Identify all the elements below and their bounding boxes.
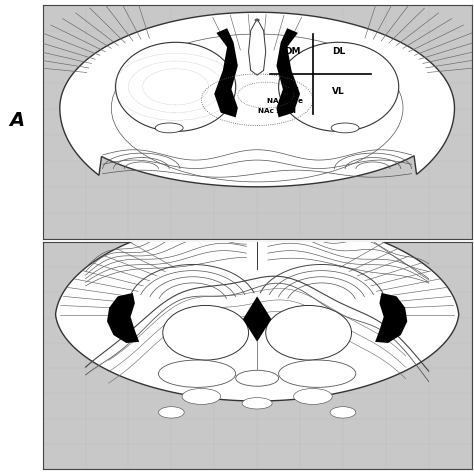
Text: DM: DM [284,47,301,56]
Ellipse shape [158,407,184,418]
Text: VM: VM [284,87,301,96]
Polygon shape [107,293,139,343]
Ellipse shape [330,407,356,418]
Ellipse shape [182,389,221,404]
Polygon shape [248,19,266,75]
Ellipse shape [266,305,352,360]
Text: A: A [9,111,25,130]
Ellipse shape [293,389,332,404]
Ellipse shape [155,123,183,133]
Ellipse shape [236,370,279,386]
Text: VL: VL [332,87,345,96]
Text: DL: DL [332,47,345,56]
Polygon shape [276,28,300,118]
Polygon shape [243,296,271,342]
Text: NAc core: NAc core [267,98,303,104]
Ellipse shape [116,42,236,131]
Text: NAc shell: NAc shell [257,108,295,114]
Ellipse shape [158,360,236,387]
Ellipse shape [331,123,359,133]
Ellipse shape [163,305,248,360]
Ellipse shape [279,42,399,131]
Ellipse shape [242,398,272,409]
Polygon shape [375,293,407,343]
Polygon shape [214,28,238,118]
Ellipse shape [255,18,260,21]
Polygon shape [55,219,459,401]
Polygon shape [60,12,455,187]
Ellipse shape [279,360,356,387]
